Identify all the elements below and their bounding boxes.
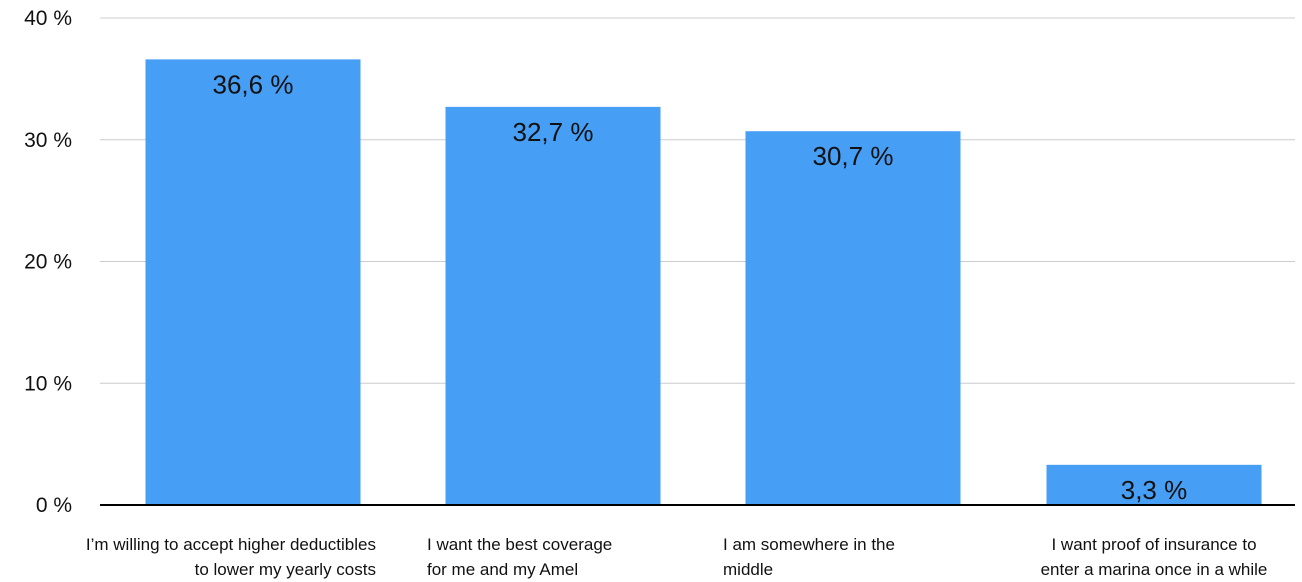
x-category-label: I am somewhere in the <box>723 535 895 554</box>
bar <box>1046 464 1262 505</box>
x-category-label: I want the best coverage <box>427 535 612 554</box>
data-label: 32,7 % <box>513 117 594 147</box>
data-label: 30,7 % <box>813 141 894 171</box>
x-category-label: to lower my yearly costs <box>195 560 376 579</box>
data-label: 36,6 % <box>213 69 294 99</box>
bar <box>145 59 361 506</box>
bar <box>745 131 961 506</box>
y-tick-label: 0 % <box>36 494 72 517</box>
x-category-label: middle <box>723 560 773 579</box>
y-tick-label: 30 % <box>24 129 72 152</box>
y-tick-label: 10 % <box>24 372 72 395</box>
x-category-label: I want proof of insurance to <box>1051 535 1256 554</box>
x-category-label: I’m willing to accept higher deductibles <box>86 535 376 554</box>
y-tick-label: 40 % <box>24 7 72 30</box>
bar <box>445 106 661 505</box>
x-category-label: enter a marina once in a while <box>1041 560 1268 579</box>
labels: 0 % 10 % 20 % 30 % 40 % 36,6 % 32,7 % 30,7 % 3,3… <box>24 7 1267 579</box>
bars <box>145 59 1262 506</box>
data-label: 3,3 % <box>1121 475 1188 505</box>
y-tick-label: 20 % <box>24 251 72 274</box>
x-category-label: for me and my Amel <box>427 560 578 579</box>
